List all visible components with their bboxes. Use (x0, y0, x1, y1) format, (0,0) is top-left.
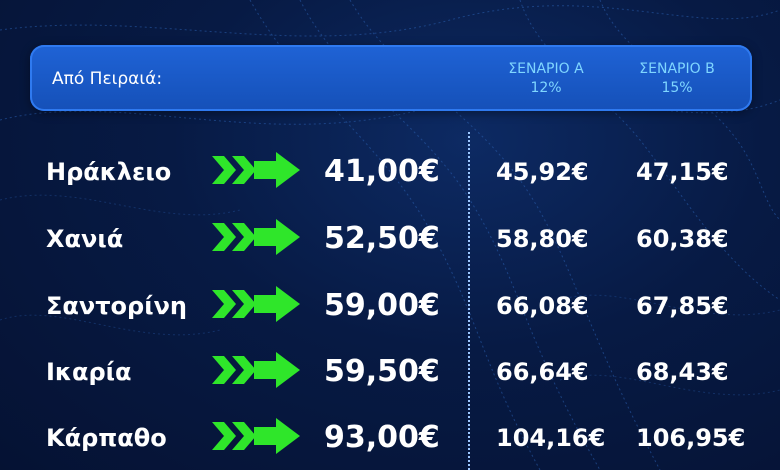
green-arrow-icon (212, 352, 300, 388)
scenario-b-price: 68,43€ (636, 358, 729, 386)
scenario-a-price: 66,08€ (496, 292, 589, 320)
scenario-b-price: 60,38€ (636, 225, 729, 253)
table-row: Κάρπαθο 93,00€ 104,16€ 106,95€ (0, 416, 780, 466)
base-price: 59,50€ (324, 354, 440, 389)
destination-name: Ηράκλειο (46, 158, 172, 186)
base-price: 41,00€ (324, 154, 440, 189)
scenario-a-heading: ΣΕΝΑΡΙΟ Α 12% (486, 60, 606, 98)
scenario-b-price: 47,15€ (636, 158, 729, 186)
green-arrow-icon (212, 286, 300, 322)
header-bar (30, 45, 752, 111)
scenario-a-label: ΣΕΝΑΡΙΟ Α (508, 61, 584, 77)
table-row: Χανιά 52,50€ 58,80€ 60,38€ (0, 217, 780, 267)
origin-label: Από Πειραιά: (52, 69, 163, 89)
scenario-b-price: 67,85€ (636, 292, 729, 320)
base-price: 93,00€ (324, 420, 440, 455)
scenario-a-price: 58,80€ (496, 225, 589, 253)
green-arrow-icon (212, 418, 300, 454)
scenario-b-label: ΣΕΝΑΡΙΟ Β (639, 61, 715, 77)
column-divider (468, 132, 470, 470)
destination-name: Ικαρία (46, 358, 132, 386)
scenario-b-price: 106,95€ (636, 424, 746, 452)
base-price: 52,50€ (324, 221, 440, 256)
destination-name: Σαντορίνη (46, 292, 187, 320)
scenario-b-percent: 15% (661, 80, 693, 96)
scenario-a-percent: 12% (530, 80, 562, 96)
scenario-a-price: 45,92€ (496, 158, 589, 186)
scenario-a-price: 66,64€ (496, 358, 589, 386)
green-arrow-icon (212, 219, 300, 255)
table-row: Ικαρία 59,50€ 66,64€ 68,43€ (0, 350, 780, 400)
green-arrow-icon (212, 152, 300, 188)
table-row: Σαντορίνη 59,00€ 66,08€ 67,85€ (0, 284, 780, 334)
scenario-a-price: 104,16€ (496, 424, 606, 452)
destination-name: Κάρπαθο (46, 424, 167, 452)
destination-name: Χανιά (46, 225, 124, 253)
scenario-b-heading: ΣΕΝΑΡΙΟ Β 15% (617, 60, 737, 98)
base-price: 59,00€ (324, 288, 440, 323)
table-row: Ηράκλειο 41,00€ 45,92€ 47,15€ (0, 150, 780, 200)
